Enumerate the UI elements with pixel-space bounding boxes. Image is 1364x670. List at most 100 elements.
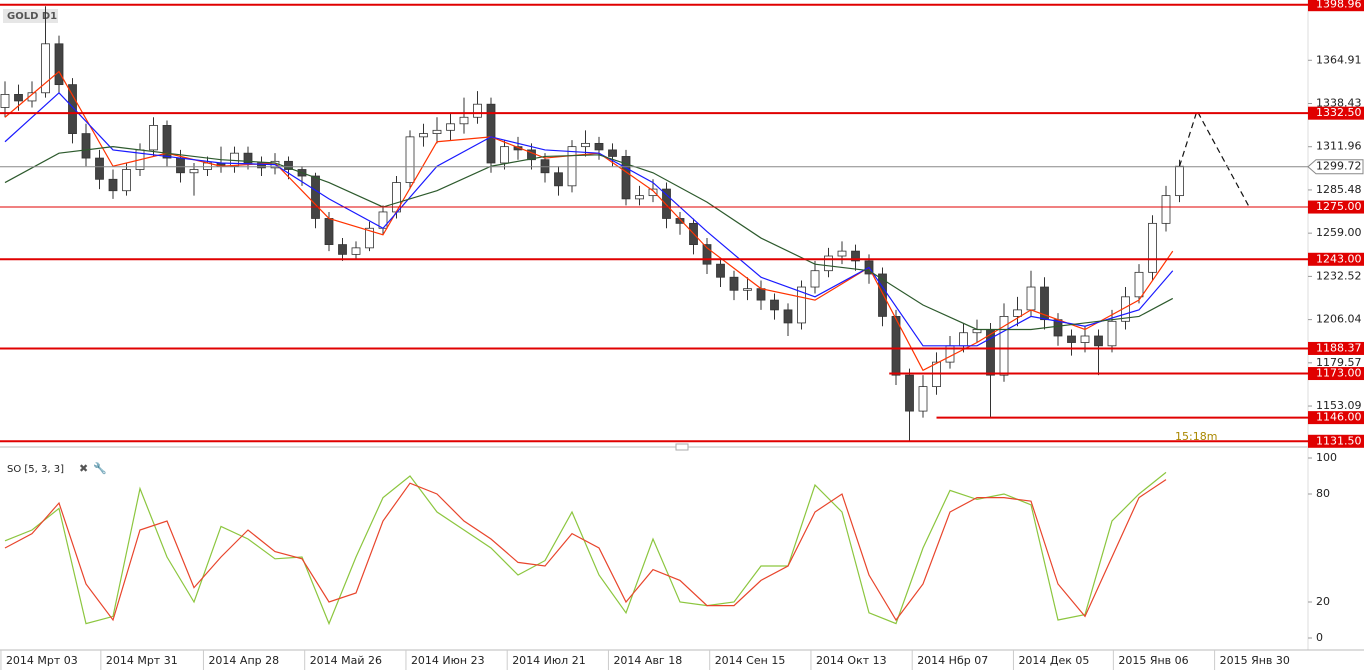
y-tick-label: 80 xyxy=(1316,487,1330,500)
candle-body xyxy=(770,299,779,311)
level-label: 1299.72 xyxy=(1316,160,1362,173)
y-tick-label: 1206.04 xyxy=(1316,313,1362,326)
x-tick-label: 2014 Мрт 03 xyxy=(6,654,78,667)
candle-body xyxy=(0,94,10,108)
level-label-box xyxy=(1308,252,1364,266)
candle-body xyxy=(783,309,793,324)
y-tick-label: 1179.57 xyxy=(1316,356,1362,369)
oscillator-line xyxy=(4,479,1167,622)
candle-body xyxy=(810,270,820,288)
y-tick-label: 1338.43 xyxy=(1316,97,1362,110)
y-tick-label: 1364.91 xyxy=(1316,53,1362,66)
price-label-box xyxy=(1307,159,1364,175)
x-tick-label: 2014 Июл 21 xyxy=(512,654,586,667)
candle-body xyxy=(108,178,118,192)
candle-body xyxy=(432,129,442,134)
resize-handle[interactable] xyxy=(675,443,689,451)
candle-body xyxy=(257,162,266,169)
candle-body xyxy=(554,172,563,187)
candle-body xyxy=(311,175,320,219)
x-tick-label: 2014 Сен 15 xyxy=(715,654,786,667)
candle-body xyxy=(513,146,523,151)
candle-body xyxy=(905,374,914,412)
moving-average xyxy=(4,146,1174,331)
symbol-badge xyxy=(3,9,58,23)
candle-body xyxy=(1013,309,1022,317)
candle-body xyxy=(122,169,131,192)
candle-body xyxy=(918,386,928,412)
candle-body xyxy=(68,84,77,134)
chart-title: GOLD D1 xyxy=(7,11,57,22)
candle-body xyxy=(824,255,833,272)
candle-body xyxy=(230,152,239,167)
level-label: 1332.50 xyxy=(1316,106,1362,119)
level-label-box xyxy=(1308,367,1364,381)
x-tick-label: 2015 Янв 30 xyxy=(1220,654,1290,667)
candle-body xyxy=(243,152,253,164)
candle-body xyxy=(1134,271,1144,298)
candle-body xyxy=(1026,286,1036,311)
settings-icon[interactable]: 🔧 xyxy=(93,461,107,475)
candle-body xyxy=(284,160,293,170)
candle-body xyxy=(1040,286,1049,321)
level-label: 1146.00 xyxy=(1316,411,1362,424)
candle-body xyxy=(662,188,671,219)
level-label-box xyxy=(1308,434,1364,448)
candle-body xyxy=(149,125,158,151)
candle-body xyxy=(500,146,509,164)
moving-average xyxy=(4,91,1174,347)
candle-body xyxy=(486,103,496,164)
candle-body xyxy=(338,244,347,255)
candle-body xyxy=(716,263,725,278)
x-tick-label: 2014 Апр 28 xyxy=(208,654,279,667)
candle-body xyxy=(1067,335,1076,343)
candle-body xyxy=(743,288,752,291)
candle-body xyxy=(756,288,766,301)
x-tick-label: 2014 Май 26 xyxy=(310,654,382,667)
candle-body xyxy=(1080,335,1090,343)
candle-body xyxy=(1094,335,1103,347)
candle-body xyxy=(608,149,617,157)
level-label-box xyxy=(1308,106,1364,120)
candle-body xyxy=(459,116,469,125)
y-tick-label: 20 xyxy=(1316,595,1330,608)
candle-body xyxy=(95,157,104,180)
candle-body xyxy=(365,227,374,249)
candle-body xyxy=(176,157,185,174)
candle-body xyxy=(446,123,455,131)
candle-body xyxy=(473,103,482,118)
level-label: 1173.00 xyxy=(1316,367,1362,380)
candle-body xyxy=(702,244,712,265)
candle-body xyxy=(999,316,1009,376)
close-icon[interactable]: ✖ xyxy=(79,462,88,475)
y-tick-label: 1285.48 xyxy=(1316,183,1362,196)
candle-body xyxy=(54,43,64,86)
level-label: 1131.50 xyxy=(1316,434,1362,447)
candle-body xyxy=(635,195,644,200)
level-label: 1243.00 xyxy=(1316,252,1362,265)
candle-body xyxy=(41,43,50,94)
candle-body xyxy=(189,169,199,174)
y-tick-label: 100 xyxy=(1316,451,1337,464)
level-label-box xyxy=(1308,411,1364,425)
candle-body xyxy=(405,136,415,183)
candle-body xyxy=(851,250,860,262)
candle-body xyxy=(351,247,361,255)
candle-body xyxy=(14,94,23,102)
x-tick-label: 2014 Мрт 31 xyxy=(106,654,178,667)
candle-body xyxy=(162,125,172,159)
candle-body xyxy=(621,156,631,200)
level-label-box xyxy=(1308,0,1364,12)
candle-body xyxy=(1148,222,1157,273)
candle-body xyxy=(81,133,91,159)
candle-body xyxy=(729,276,739,291)
candle-body xyxy=(891,316,901,376)
candle-body xyxy=(878,273,887,317)
oscillator-line xyxy=(4,471,1167,626)
level-label: 1188.37 xyxy=(1316,341,1362,354)
y-tick-label: 1232.52 xyxy=(1316,269,1362,282)
candle-body xyxy=(581,142,590,148)
y-tick-label: 0 xyxy=(1316,631,1323,644)
